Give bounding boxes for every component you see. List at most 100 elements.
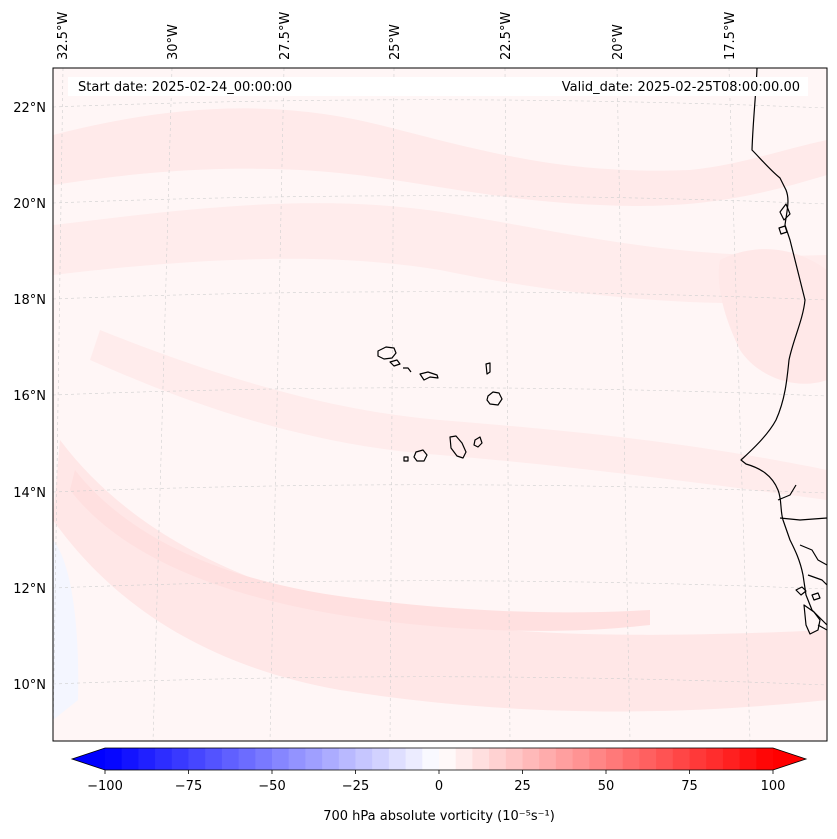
colorbar-segment xyxy=(589,748,607,770)
colorbar-ticks: −100 −75 −50 −25 0 25 50 75 100 xyxy=(87,770,785,794)
colorbar-segment xyxy=(472,748,490,770)
island-sao-vicente xyxy=(389,359,401,367)
colorbar-segment xyxy=(238,748,256,770)
coastline-guinea xyxy=(803,604,827,635)
colorbar-segment xyxy=(555,748,573,770)
island-santo-antao xyxy=(377,346,397,360)
lon-label-20w: 20°W xyxy=(611,24,626,60)
graticule xyxy=(53,68,827,741)
colorbar-segment xyxy=(338,748,356,770)
colorbar: −100 −75 −50 −25 0 25 50 75 100 700 hPa absolute… xyxy=(70,747,808,824)
meridian-22-5w xyxy=(504,68,511,741)
lat-label-20n: 20°N xyxy=(13,197,46,212)
colorbar-segment xyxy=(739,748,757,770)
colorbar-segment xyxy=(272,748,290,770)
meridian-20w xyxy=(616,68,631,741)
start-date-text: Start date: 2025-02-24_00:00:00 xyxy=(78,80,292,95)
meridian-17-5w xyxy=(728,68,751,741)
latitude-labels: 22°N 20°N 18°N 16°N 14°N 12°N 10°N xyxy=(13,101,46,693)
island-brava xyxy=(403,456,409,462)
colorbar-segment xyxy=(171,748,189,770)
colorbar-tick-label: −25 xyxy=(342,779,369,794)
colorbar-tick-label: 100 xyxy=(761,779,786,794)
colorbar-tick-label: −50 xyxy=(258,779,285,794)
colorbar-segment xyxy=(155,748,173,770)
colorbar-segment xyxy=(422,748,440,770)
vorticity-band-south-b xyxy=(53,440,827,712)
colorbar-tick-label: 0 xyxy=(435,779,443,794)
colorbar-segment xyxy=(322,748,340,770)
colorbar-segment xyxy=(255,748,273,770)
colorbar-segment xyxy=(706,748,724,770)
parallel-18n xyxy=(53,291,827,301)
lat-label-22n: 22°N xyxy=(13,101,46,116)
colorbar-segment xyxy=(455,748,473,770)
coastline-gambia xyxy=(777,484,827,521)
lon-label-30w: 30°W xyxy=(166,24,181,60)
lon-label-32-5w: 32.5°W xyxy=(56,12,71,60)
colorbar-segment xyxy=(522,748,540,770)
island-santiago xyxy=(449,435,467,459)
island-sal xyxy=(485,362,491,375)
island-bijagos xyxy=(795,586,821,601)
colorbar-segment xyxy=(221,748,239,770)
vorticity-band-north xyxy=(53,108,827,206)
parallel-16n xyxy=(53,387,827,397)
island-dakar-peninsula xyxy=(778,203,791,235)
colorbar-tick-label: −100 xyxy=(87,779,123,794)
colorbar-segment xyxy=(388,748,406,770)
meridian-30w xyxy=(152,68,173,741)
colorbar-segment xyxy=(639,748,657,770)
parallel-22n xyxy=(53,99,827,109)
lat-label-16n: 16°N xyxy=(13,389,46,404)
parallel-10n xyxy=(53,676,827,686)
island-sao-nicolau xyxy=(403,367,439,381)
colorbar-segment xyxy=(355,748,373,770)
lat-label-14n: 14°N xyxy=(13,486,46,501)
colorbar-segments xyxy=(105,748,774,770)
colorbar-segment xyxy=(288,748,306,770)
colorbar-segment xyxy=(489,748,507,770)
lon-label-25w: 25°W xyxy=(388,24,403,60)
coastline-africa xyxy=(740,68,827,626)
parallel-20n xyxy=(53,195,827,205)
colorbar-segment xyxy=(105,748,123,770)
colorbar-segment xyxy=(505,748,523,770)
colorbar-label: 700 hPa absolute vorticity (10⁻⁵s⁻¹) xyxy=(323,809,555,824)
colorbar-segment xyxy=(305,748,323,770)
colorbar-segment xyxy=(672,748,690,770)
parallel-14n xyxy=(53,484,827,494)
vorticity-band-mid xyxy=(53,203,827,304)
colorbar-segment xyxy=(405,748,423,770)
colorbar-segment xyxy=(539,748,557,770)
island-boa-vista xyxy=(486,391,503,406)
colorbar-tick-label: 75 xyxy=(681,779,698,794)
vorticity-negative-west xyxy=(53,540,79,720)
coastline-guinea-bissau xyxy=(799,544,827,586)
colorbar-segment xyxy=(722,748,740,770)
colorbar-extend-low xyxy=(72,748,105,770)
date-strip xyxy=(68,77,808,96)
island-maio xyxy=(473,436,483,448)
colorbar-segment xyxy=(121,748,139,770)
vorticity-field xyxy=(53,108,827,720)
colorbar-segment xyxy=(188,748,206,770)
map-frame xyxy=(52,67,828,742)
colorbar-segment xyxy=(572,748,590,770)
map-panel: Start date: 2025-02-24_00:00:00 Valid_da… xyxy=(52,67,828,742)
colorbar-segment xyxy=(439,748,457,770)
colorbar-segment xyxy=(205,748,223,770)
colorbar-segment xyxy=(138,748,156,770)
colorbar-segment xyxy=(622,748,640,770)
colorbar-segment xyxy=(656,748,674,770)
coastlines xyxy=(377,68,827,635)
vorticity-band-core xyxy=(70,470,650,631)
vorticity-band-south-a xyxy=(90,330,827,500)
colorbar-tick-label: 50 xyxy=(598,779,615,794)
lat-label-10n: 10°N xyxy=(13,678,46,693)
colorbar-segment xyxy=(606,748,624,770)
lon-label-22-5w: 22.5°W xyxy=(499,12,514,60)
longitude-labels: 32.5°W 30°W 27.5°W 25°W 22.5°W 20°W 17.5… xyxy=(56,12,738,60)
meridian-27-5w xyxy=(269,68,285,741)
meridian-25w xyxy=(389,68,395,741)
